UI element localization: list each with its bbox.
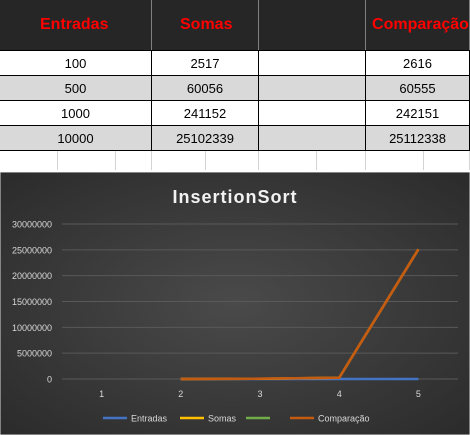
table-cell[interactable]: 100	[0, 50, 152, 76]
empty-cell	[152, 151, 206, 170]
insertionsort-chart[interactable]: InsertionSort 0 5000000 10000000 15000000 200…	[0, 172, 470, 435]
x-tick-label: 2	[178, 389, 183, 399]
empty-cell	[0, 151, 58, 170]
legend-label: Somas	[208, 414, 237, 424]
empty-cell	[206, 151, 259, 170]
compara-o-series-line	[180, 248, 420, 381]
table-cell[interactable]	[258, 100, 366, 126]
empty-cell	[259, 151, 317, 170]
y-tick-label: 20000000	[12, 271, 52, 281]
legend-label: Comparação	[318, 414, 370, 424]
chart-background	[0, 172, 470, 435]
empty-cell	[116, 151, 152, 170]
y-tick-label: 0	[47, 375, 52, 385]
header-cell[interactable]: Somas	[152, 0, 259, 50]
y-tick-label: 10000000	[12, 323, 52, 333]
header-cell[interactable]: Entradas	[0, 0, 152, 50]
table-cell[interactable]: 25102339	[151, 125, 259, 151]
table-cell[interactable]: 60555	[365, 75, 470, 101]
table-cell[interactable]: 2517	[151, 50, 259, 76]
legend-label: Entradas	[131, 414, 168, 424]
table-cell[interactable]: 10000	[0, 125, 152, 151]
table-cell[interactable]: 1000	[0, 100, 152, 126]
x-tick-label: 4	[337, 389, 342, 399]
x-tick-label: 3	[257, 389, 262, 399]
spreadsheet-table: Entradas Somas Comparação 100 2517 2616 500 600…	[0, 0, 470, 170]
empty-cell	[366, 151, 424, 170]
table-cell[interactable]: 241152	[151, 100, 259, 126]
table-cell[interactable]: 60056	[151, 75, 259, 101]
x-tick-label: 5	[416, 389, 421, 399]
header-cell[interactable]	[259, 0, 366, 50]
empty-cell	[424, 151, 470, 170]
table-cell[interactable]: 500	[0, 75, 152, 101]
y-tick-label: 5000000	[17, 349, 52, 359]
y-tick-label: 25000000	[12, 245, 52, 255]
table-cell[interactable]	[258, 50, 366, 76]
empty-cell	[317, 151, 366, 170]
header-cell[interactable]: Comparação	[366, 0, 470, 50]
table-cell[interactable]	[258, 125, 366, 151]
x-tick-label: 1	[99, 389, 104, 399]
y-tick-label: 30000000	[12, 220, 52, 230]
table-cell[interactable]: 2616	[365, 50, 470, 76]
y-tick-label: 15000000	[12, 297, 52, 307]
empty-cell	[58, 151, 116, 170]
table-cell[interactable]: 242151	[365, 100, 470, 126]
table-cell[interactable]	[258, 75, 366, 101]
table-cell[interactable]: 25112338	[365, 125, 470, 151]
chart-title: InsertionSort	[172, 187, 297, 207]
